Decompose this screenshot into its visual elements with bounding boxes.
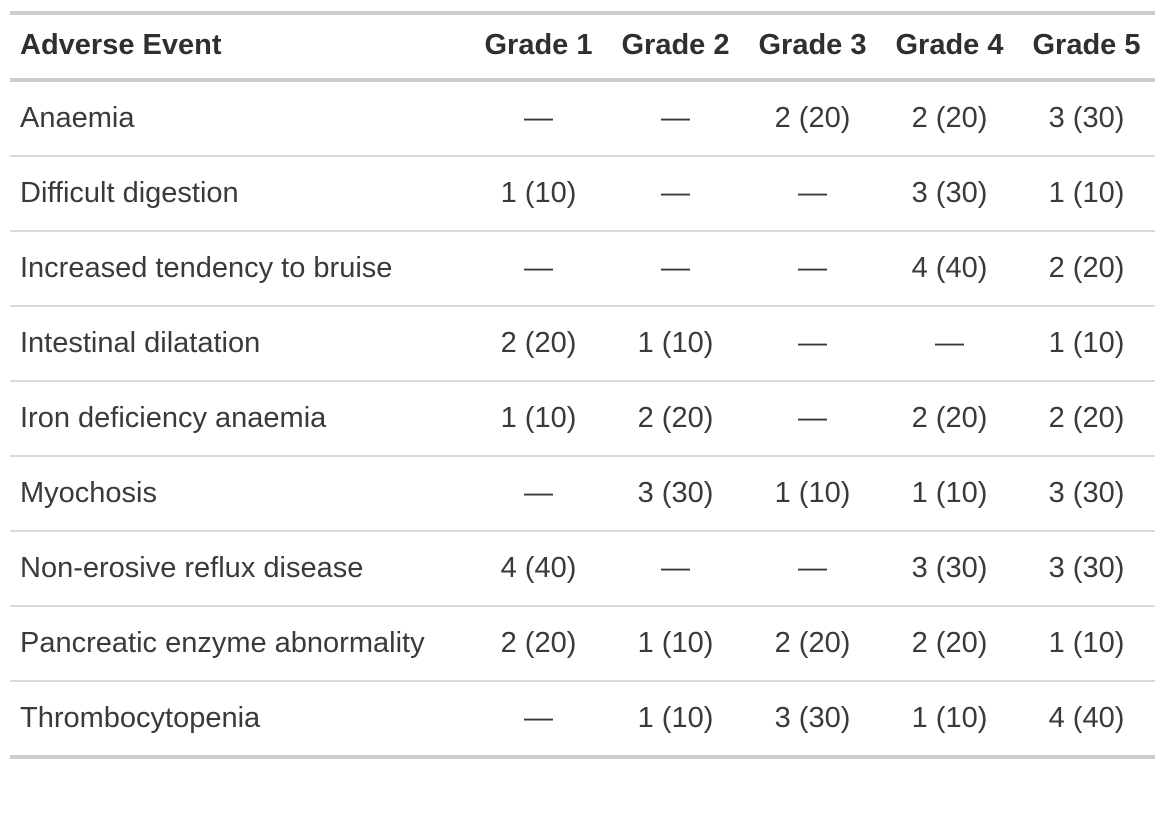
grade-5-value: 2 (20) xyxy=(1018,231,1155,307)
grade-4-value: 2 (20) xyxy=(881,381,1018,457)
grade-4-value: 2 (20) xyxy=(881,80,1018,157)
grade-3-value: 2 (20) xyxy=(744,606,881,682)
grade-3-value: 2 (20) xyxy=(744,80,881,157)
column-header-grade-5: Grade 5 xyxy=(1018,11,1155,82)
grade-1-value: — xyxy=(470,80,607,157)
adverse-event-name: Pancreatic enzyme abnormality xyxy=(10,606,470,682)
grade-2-value: — xyxy=(607,80,744,157)
table-row: Thrombocytopenia —1 (10) 3 (30) 1 (10) 4 (40… xyxy=(10,681,1155,759)
column-header-grade-1: Grade 1 xyxy=(470,11,607,82)
grade-2-value: 1 (10) xyxy=(607,306,744,382)
adverse-event-name: Iron deficiency anaemia xyxy=(10,381,470,457)
grade-2-value: 2 (20) xyxy=(607,381,744,457)
grade-5-value: 3 (30) xyxy=(1018,531,1155,607)
adverse-event-name: Increased tendency to bruise xyxy=(10,231,470,307)
grade-5-value: 3 (30) xyxy=(1018,80,1155,157)
adverse-event-name: Intestinal dilatation xyxy=(10,306,470,382)
grade-4-value: 3 (30) xyxy=(881,156,1018,232)
column-header-grade-3: Grade 3 xyxy=(744,11,881,82)
grade-2-value: 3 (30) xyxy=(607,456,744,532)
table-row: Anaemia — —2 (20) 2 (20) 3 (30) xyxy=(10,80,1155,157)
column-header-adverse-event: Adverse Event xyxy=(10,11,470,82)
grade-1-value: — xyxy=(470,456,607,532)
grade-2-value: — xyxy=(607,231,744,307)
grade-2-value: — xyxy=(607,156,744,232)
grade-5-value: 1 (10) xyxy=(1018,606,1155,682)
grade-5-value: 1 (10) xyxy=(1018,156,1155,232)
grade-1-value: — xyxy=(470,231,607,307)
table-row: Non-erosive reflux disease 4 (40) — —3 (30)… xyxy=(10,531,1155,607)
grade-3-value: 1 (10) xyxy=(744,456,881,532)
grade-1-value: — xyxy=(470,681,607,759)
table-row: Myochosis —3 (30) 1 (10) 1 (10) 3 (30) xyxy=(10,456,1155,532)
adverse-events-table: Adverse Event Grade 1 Grade 2 Grade 3 Gr… xyxy=(10,11,1155,759)
column-header-grade-4: Grade 4 xyxy=(881,11,1018,82)
table-body: Anaemia — —2 (20) 2 (20) 3 (30) Difficult dig… xyxy=(10,80,1155,759)
grade-2-value: — xyxy=(607,531,744,607)
grade-4-value: 1 (10) xyxy=(881,681,1018,759)
grade-5-value: 2 (20) xyxy=(1018,381,1155,457)
adverse-event-name: Non-erosive reflux disease xyxy=(10,531,470,607)
grade-3-value: — xyxy=(744,306,881,382)
grade-3-value: — xyxy=(744,231,881,307)
grade-4-value: — xyxy=(881,306,1018,382)
table-row: Pancreatic enzyme abnormality 2 (20) 1 (10… xyxy=(10,606,1155,682)
grade-5-value: 4 (40) xyxy=(1018,681,1155,759)
grade-1-value: 2 (20) xyxy=(470,606,607,682)
grade-1-value: 1 (10) xyxy=(470,156,607,232)
grade-5-value: 1 (10) xyxy=(1018,306,1155,382)
table-row: Iron deficiency anaemia 1 (10) 2 (20) —2 (2… xyxy=(10,381,1155,457)
table-header-row: Adverse Event Grade 1 Grade 2 Grade 3 Gr… xyxy=(10,11,1155,82)
adverse-event-name: Thrombocytopenia xyxy=(10,681,470,759)
grade-1-value: 4 (40) xyxy=(470,531,607,607)
adverse-event-name: Difficult digestion xyxy=(10,156,470,232)
grade-1-value: 2 (20) xyxy=(470,306,607,382)
grade-3-value: — xyxy=(744,156,881,232)
table-header: Adverse Event Grade 1 Grade 2 Grade 3 Gr… xyxy=(10,11,1155,82)
adverse-event-name: Anaemia xyxy=(10,80,470,157)
grade-3-value: — xyxy=(744,531,881,607)
grade-5-value: 3 (30) xyxy=(1018,456,1155,532)
grade-2-value: 1 (10) xyxy=(607,681,744,759)
grade-3-value: 3 (30) xyxy=(744,681,881,759)
adverse-events-table-container: Adverse Event Grade 1 Grade 2 Grade 3 Gr… xyxy=(10,11,1155,759)
grade-4-value: 2 (20) xyxy=(881,606,1018,682)
table-row: Difficult digestion 1 (10) — —3 (30) 1 (10) xyxy=(10,156,1155,232)
adverse-event-name: Myochosis xyxy=(10,456,470,532)
table-row: Increased tendency to bruise — — —4 (40) 2 (… xyxy=(10,231,1155,307)
grade-3-value: — xyxy=(744,381,881,457)
table-row: Intestinal dilatation 2 (20) 1 (10) — —1 (10… xyxy=(10,306,1155,382)
grade-4-value: 3 (30) xyxy=(881,531,1018,607)
column-header-grade-2: Grade 2 xyxy=(607,11,744,82)
grade-2-value: 1 (10) xyxy=(607,606,744,682)
grade-4-value: 1 (10) xyxy=(881,456,1018,532)
grade-1-value: 1 (10) xyxy=(470,381,607,457)
grade-4-value: 4 (40) xyxy=(881,231,1018,307)
